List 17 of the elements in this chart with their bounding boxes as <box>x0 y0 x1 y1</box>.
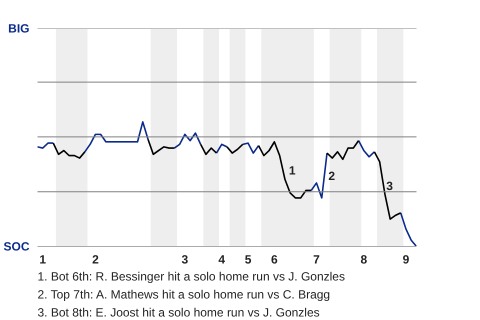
x-tick-label: 2 <box>92 252 100 266</box>
x-tick-label: 1 <box>39 252 46 266</box>
annotation: 3 <box>386 178 394 193</box>
x-tick-label: 3 <box>182 252 189 266</box>
x-tick-label: 5 <box>244 252 252 266</box>
x-tick-label: 8 <box>360 252 368 266</box>
x-tick-label: 9 <box>402 252 410 266</box>
x-tick-label: 6 <box>271 252 278 266</box>
x-tick-label: 7 <box>313 252 320 266</box>
text: 2. Top 7th: A. Mathews hit a solo home run vs C. Bragg <box>38 288 330 302</box>
text: SOC <box>3 240 30 254</box>
text: 1. Bot 6th: R. Bessinger hit a solo home run vs J. Gonzles <box>38 270 345 284</box>
x-tick-label: 4 <box>218 252 226 266</box>
annotation: 1 <box>288 163 296 178</box>
annotation: 2 <box>328 168 336 183</box>
text: BIG <box>8 22 30 36</box>
text: 3. Bot 8th: E. Joost hit a solo home run vs J. Gonzles <box>38 306 320 320</box>
